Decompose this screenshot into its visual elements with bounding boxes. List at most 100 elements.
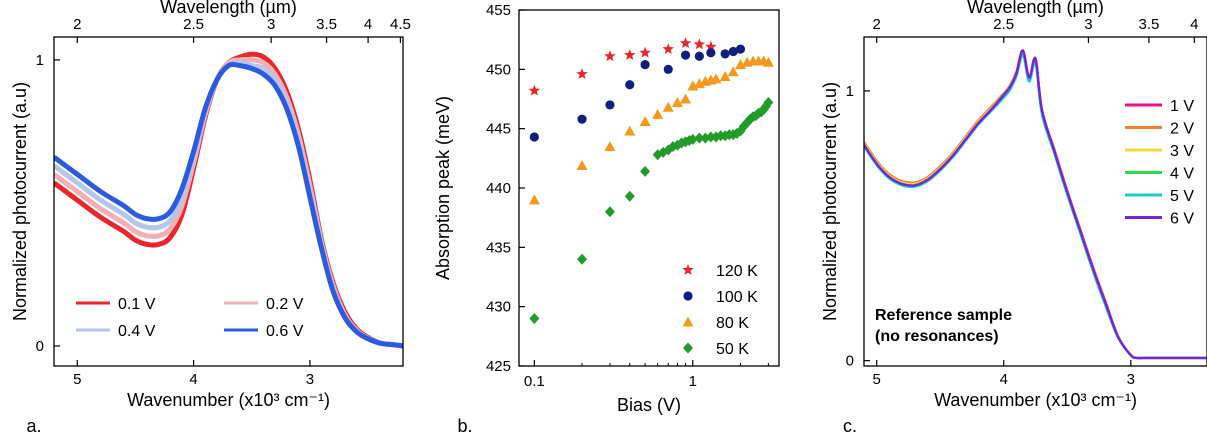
data-point (679, 37, 692, 49)
plot-frame (53, 36, 404, 367)
series-group (864, 49, 1207, 360)
top-tick-label: 4 (364, 16, 372, 33)
data-point (727, 66, 739, 77)
data-point (735, 125, 746, 137)
data-point (640, 165, 651, 177)
legend-label: 6 V (1170, 211, 1194, 228)
data-point (663, 64, 673, 74)
series-120-K (528, 37, 717, 96)
series-80-K (528, 55, 774, 205)
plot-frame (518, 9, 780, 367)
top-tick-label: 3 (267, 16, 275, 33)
x-tick-label: 5 (873, 371, 881, 388)
data-point (528, 194, 540, 205)
legend-label: 0.6 V (266, 323, 304, 340)
top-axis-label: Wavelength (µm) (160, 0, 297, 17)
x-tick-label: 4 (1000, 371, 1008, 388)
x-axis-label: Wavenumber (x10³ cm⁻¹) (127, 390, 330, 410)
legend: 0.1 V 0.2 V 0.4 V 0.6 V (76, 296, 304, 340)
annotation-line: Reference sample (875, 307, 1012, 324)
data-point (624, 49, 636, 60)
data-point (528, 84, 541, 96)
data-point (604, 50, 616, 62)
legend-label: 5 V (1170, 188, 1194, 205)
y-axis-label: Normalized photocurrent (a.u) (820, 82, 840, 321)
data-point (710, 73, 722, 84)
data-point (693, 38, 706, 50)
data-point (706, 48, 716, 58)
annotation: Reference sample (no resonances) (875, 307, 1012, 345)
data-point (682, 264, 694, 275)
x-axis-label: Wavenumber (x10³ cm⁻¹) (934, 390, 1137, 410)
data-point (529, 313, 540, 325)
data-point (576, 159, 588, 170)
legend-label: 3 V (1170, 143, 1194, 160)
data-point (604, 140, 616, 151)
data-point (694, 51, 704, 61)
panel-label: c. (843, 416, 857, 436)
legend-label: 80 K (716, 315, 749, 332)
data-point (662, 101, 674, 112)
x-tick-label: 4 (189, 371, 197, 388)
x-tick-label: 3 (1127, 371, 1135, 388)
top-tick-label: 2.5 (993, 16, 1014, 33)
panel-label: a. (26, 416, 41, 436)
series-100-K (529, 44, 746, 142)
panel-label: b. (457, 416, 472, 436)
x-axis-label: Bias (V) (617, 395, 681, 415)
x-tick-label: 1 (689, 373, 697, 390)
data-point (762, 56, 774, 67)
data-point (576, 68, 588, 79)
y-tick-label: 445 (486, 121, 511, 138)
y-tick-label: 455 (486, 2, 511, 19)
data-point (763, 97, 774, 109)
y-tick-label: 440 (486, 180, 511, 197)
data-point (719, 70, 731, 81)
top-tick-label: 4.5 (390, 16, 411, 33)
y-tick-label: 1 (846, 83, 854, 100)
data-point (687, 133, 698, 145)
data-point (705, 40, 717, 52)
data-point (662, 43, 674, 54)
top-tick-label: 3.5 (316, 16, 337, 33)
data-point (639, 116, 651, 127)
panel-b: 0.1 1 425 430 435 440 445 450 455 Bias (V) Absorpt… (433, 2, 774, 436)
data-point (652, 108, 664, 119)
data-point (683, 342, 693, 354)
data-point (577, 114, 587, 124)
top-tick-label: 3.5 (1138, 16, 1159, 33)
legend-label: 120 K (716, 263, 758, 280)
data-point (705, 131, 716, 143)
data-point (577, 253, 588, 265)
data-point (680, 93, 692, 104)
data-point (735, 44, 746, 54)
data-point (639, 46, 651, 58)
top-tick-label: 4 (1190, 16, 1198, 33)
y-axis-label: Absorption peak (meV) (433, 96, 453, 280)
legend-label: 0.1 V (118, 296, 156, 313)
legend-label: 1 V (1170, 98, 1194, 115)
series-50-K (529, 97, 774, 325)
data-point (529, 132, 539, 142)
top-tick-label: 3 (1084, 16, 1092, 33)
y-tick-label: 1 (36, 52, 44, 69)
series-group (54, 51, 403, 349)
y-tick-label: 435 (486, 239, 511, 256)
data-point (625, 80, 635, 90)
data-point (720, 49, 730, 59)
data-point (680, 50, 691, 60)
legend: 1 V 2 V 3 V 4 V 5 V 6 V (1125, 98, 1194, 228)
data-point (640, 59, 650, 70)
data-point (624, 125, 636, 136)
x-tick-label: 3 (306, 371, 314, 388)
data-point (694, 132, 705, 144)
y-tick-label: 0 (36, 338, 44, 355)
top-tick-label: 2 (73, 16, 81, 33)
x-tick-label: 0.1 (524, 373, 545, 390)
legend-label: 0.2 V (266, 296, 304, 313)
legend: 120 K 100 K 80 K 50 K (682, 263, 758, 358)
data-point (624, 190, 635, 202)
data-point (683, 291, 693, 301)
annotation-line: (no resonances) (875, 328, 999, 345)
